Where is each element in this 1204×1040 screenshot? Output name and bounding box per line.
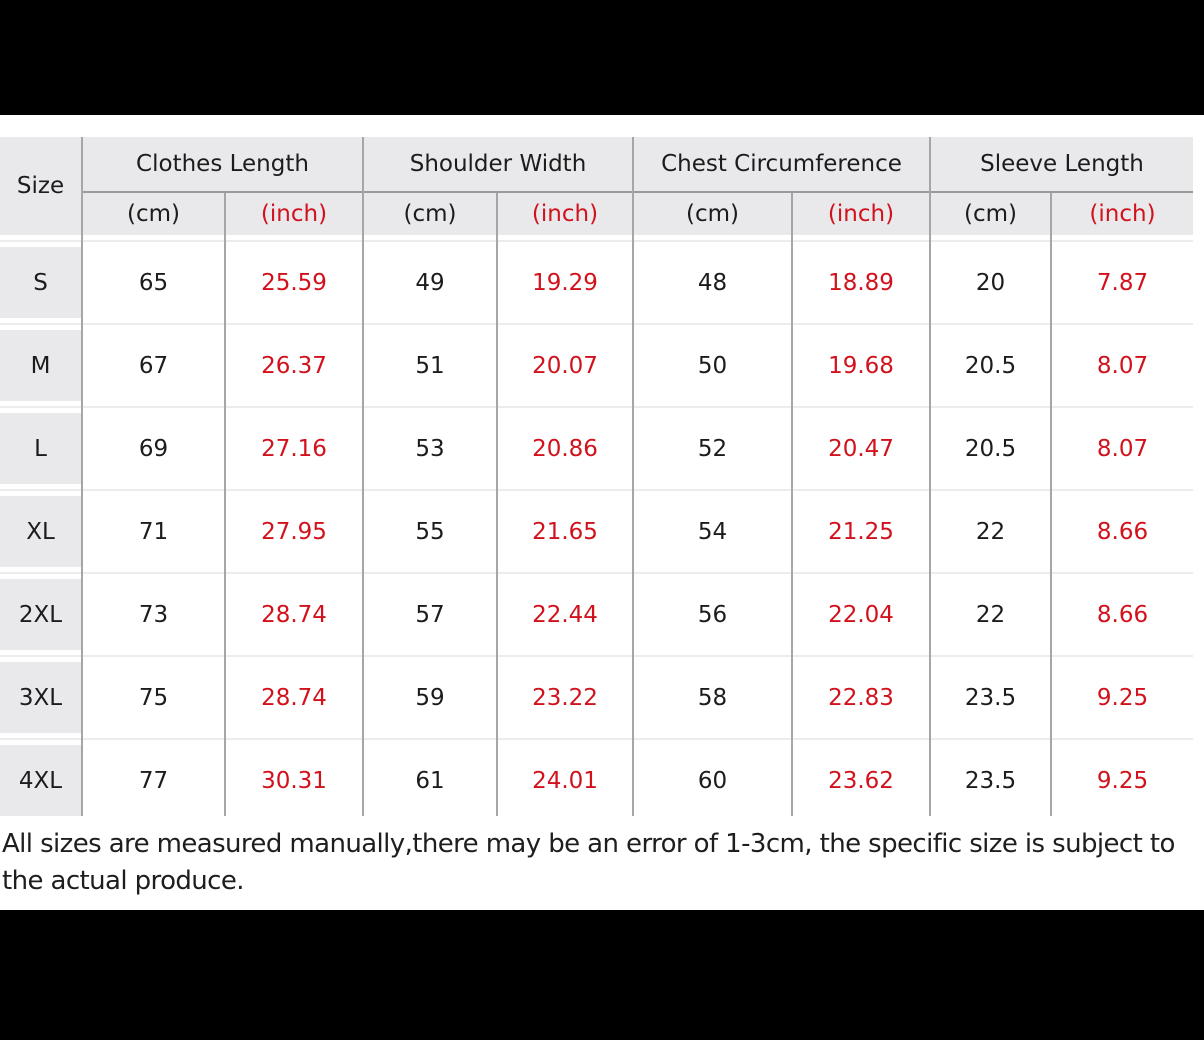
size-label: L [0, 413, 81, 484]
inch-value: 22.04 [791, 579, 929, 650]
inch-value: 7.87 [1050, 247, 1193, 318]
size-label: 4XL [0, 745, 81, 816]
row-separator [0, 567, 1193, 579]
cm-value: 23.5 [929, 662, 1050, 733]
cm-value: 49 [362, 247, 496, 318]
inch-value: 23.22 [496, 662, 632, 733]
cm-value: 60 [632, 745, 791, 816]
cm-value: 75 [81, 662, 224, 733]
cm-value: 53 [362, 413, 496, 484]
inch-value: 24.01 [496, 745, 632, 816]
inch-value: 19.29 [496, 247, 632, 318]
unit-inch-header: (inch) [496, 193, 632, 235]
inch-value: 22.44 [496, 579, 632, 650]
cm-value: 59 [362, 662, 496, 733]
cm-value: 55 [362, 496, 496, 567]
inch-value: 8.66 [1050, 496, 1193, 567]
inch-value: 26.37 [224, 330, 362, 401]
inch-value: 25.59 [224, 247, 362, 318]
cm-value: 69 [81, 413, 224, 484]
cm-value: 77 [81, 745, 224, 816]
cm-value: 20.5 [929, 330, 1050, 401]
cm-value: 23.5 [929, 745, 1050, 816]
cm-value: 22 [929, 496, 1050, 567]
cm-value: 54 [632, 496, 791, 567]
inch-value: 8.07 [1050, 413, 1193, 484]
unit-cm-header: (cm) [362, 193, 496, 235]
inch-value: 27.16 [224, 413, 362, 484]
cm-value: 52 [632, 413, 791, 484]
cm-value: 57 [362, 579, 496, 650]
row-separator [0, 235, 1193, 247]
inch-value: 20.07 [496, 330, 632, 401]
inch-value: 23.62 [791, 745, 929, 816]
cm-value: 73 [81, 579, 224, 650]
inch-value: 20.47 [791, 413, 929, 484]
size-header: Size [0, 137, 81, 235]
inch-value: 9.25 [1050, 662, 1193, 733]
inch-value: 21.65 [496, 496, 632, 567]
unit-inch-header: (inch) [791, 193, 929, 235]
inch-value: 19.68 [791, 330, 929, 401]
unit-inch-header: (inch) [224, 193, 362, 235]
unit-cm-header: (cm) [632, 193, 791, 235]
column-group-header: Shoulder Width [362, 137, 632, 193]
cm-value: 58 [632, 662, 791, 733]
column-group-header: Chest Circumference [632, 137, 929, 193]
cm-value: 20 [929, 247, 1050, 318]
size-label: 3XL [0, 662, 81, 733]
cm-value: 65 [81, 247, 224, 318]
inch-value: 8.07 [1050, 330, 1193, 401]
cm-value: 50 [632, 330, 791, 401]
cm-value: 56 [632, 579, 791, 650]
cm-value: 61 [362, 745, 496, 816]
inch-value: 27.95 [224, 496, 362, 567]
cm-value: 48 [632, 247, 791, 318]
cm-value: 22 [929, 579, 1050, 650]
row-separator [0, 318, 1193, 330]
inch-value: 8.66 [1050, 579, 1193, 650]
size-label: 2XL [0, 579, 81, 650]
measurement-note: All sizes are measured manually,there ma… [2, 829, 1175, 896]
inch-value: 28.74 [224, 662, 362, 733]
cm-value: 71 [81, 496, 224, 567]
cm-value: 67 [81, 330, 224, 401]
column-group-header: Clothes Length [81, 137, 362, 193]
row-separator [0, 650, 1193, 662]
column-group-header: Sleeve Length [929, 137, 1193, 193]
inch-value: 22.83 [791, 662, 929, 733]
size-label: XL [0, 496, 81, 567]
cm-value: 51 [362, 330, 496, 401]
cm-value: 20.5 [929, 413, 1050, 484]
row-separator [0, 401, 1193, 413]
inch-value: 28.74 [224, 579, 362, 650]
inch-value: 30.31 [224, 745, 362, 816]
row-separator [0, 733, 1193, 745]
inch-value: 20.86 [496, 413, 632, 484]
size-chart: Size Clothes Length Shoulder Width Chest Ci… [0, 115, 1204, 910]
size-label: S [0, 247, 81, 318]
inch-value: 9.25 [1050, 745, 1193, 816]
size-table: Size Clothes Length Shoulder Width Chest Ci… [0, 137, 1193, 816]
inch-value: 21.25 [791, 496, 929, 567]
inch-value: 18.89 [791, 247, 929, 318]
unit-cm-header: (cm) [81, 193, 224, 235]
row-separator [0, 484, 1193, 496]
unit-cm-header: (cm) [929, 193, 1050, 235]
size-label: M [0, 330, 81, 401]
unit-inch-header: (inch) [1050, 193, 1193, 235]
